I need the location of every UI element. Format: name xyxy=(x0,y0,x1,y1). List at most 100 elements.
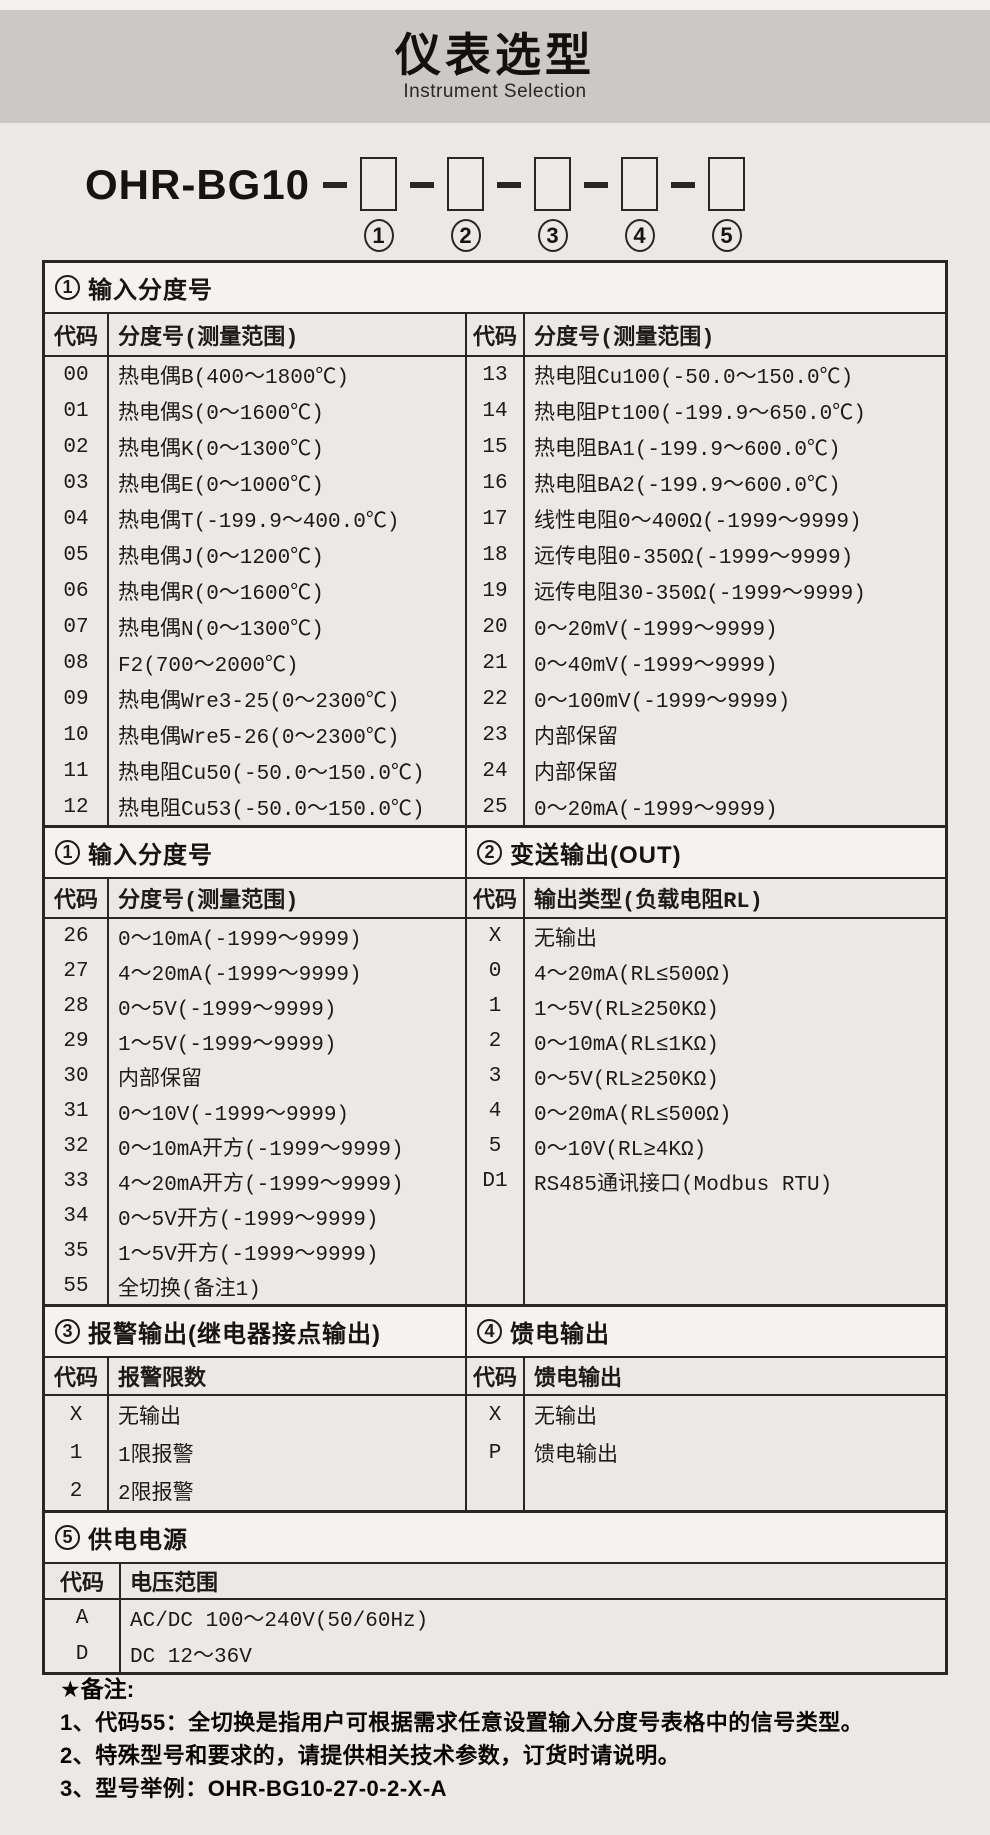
circled-5-icon: 5 xyxy=(55,1525,80,1550)
model-callout-number: 5 xyxy=(711,219,742,252)
selection-table: 1 输入分度号 代码 分度号(测量范围) 00 热电偶B(400～1800℃) … xyxy=(42,260,948,1675)
desc-cell: 热电偶B(400～1800℃) xyxy=(118,367,350,390)
table-row: 5 0～10V(RL≥4KΩ) xyxy=(467,1129,945,1164)
column-header-row: 代码 分度号(测量范围) xyxy=(45,314,465,357)
code-cell: 34 xyxy=(45,1199,109,1234)
code-column-header: 代码 xyxy=(45,314,109,355)
table-row: 11 热电阻Cu50(-50.0～150.0℃) xyxy=(45,753,465,789)
code-cell: 55 xyxy=(45,1269,109,1304)
desc-cell: 4～20mA(-1999～9999) xyxy=(118,963,362,987)
column-header-row: 代码 输出类型(负载电阻RL) xyxy=(467,879,945,919)
table-row: 12 热电阻Cu53(-50.0～150.0℃) xyxy=(45,789,465,825)
code-cell: 14 xyxy=(467,393,525,429)
code-cell: 23 xyxy=(467,717,525,753)
section-alarm-feed-header: 3 报警输出(继电器接点输出) 4 馈电输出 xyxy=(45,1304,945,1358)
model-slot: 4 xyxy=(621,157,659,252)
page-title: 仪表选型 xyxy=(395,28,595,81)
code-cell: 03 xyxy=(45,465,109,501)
model-slots: 1 2 3 4 5 xyxy=(310,157,746,252)
section-input-a-header: 1 输入分度号 xyxy=(45,263,945,314)
desc-column-header: 输出类型(负载电阻RL) xyxy=(534,889,763,914)
remark-item: 2、特殊型号和要求的，请提供相关技术参数，订货时请说明。 xyxy=(60,1743,681,1768)
code-cell: 16 xyxy=(467,465,525,501)
table-row: 25 0～20mA(-1999～9999) xyxy=(467,789,945,825)
circled-3-icon: 3 xyxy=(55,1319,80,1344)
code-cell: 31 xyxy=(45,1094,109,1129)
code-cell: 11 xyxy=(45,753,109,789)
table-row: 05 热电偶J(0～1200℃) xyxy=(45,537,465,573)
transmit-rows: X 无输出 0 4～20mA(RL≤500Ω) 1 1～5V(RL≥250KΩ) xyxy=(467,919,945,1199)
code-cell: X xyxy=(467,919,525,954)
table-row: 00 热电偶B(400～1800℃) xyxy=(45,357,465,393)
model-name: OHR-BG10 xyxy=(85,161,311,208)
code-cell: 2 xyxy=(45,1472,109,1510)
code-cell: 1 xyxy=(45,1434,109,1472)
remark-item: 1、代码55：全切换是指用户可根据需求任意设置输入分度号表格中的信号类型。 xyxy=(60,1710,864,1735)
code-cell: 3 xyxy=(467,1059,525,1094)
code-column-header: 代码 xyxy=(467,314,525,355)
desc-cell: 内部保留 xyxy=(118,1068,202,1092)
desc-cell: 4～20mA(RL≤500Ω) xyxy=(534,963,732,987)
column-header-row: 代码 报警限数 xyxy=(45,1358,465,1396)
code-cell: 30 xyxy=(45,1059,109,1094)
table-row: 1 1限报警 xyxy=(45,1434,465,1472)
desc-cell: 0～10mA(RL≤1KΩ) xyxy=(534,1033,719,1057)
table-row: 24 内部保留 xyxy=(467,753,945,789)
table-row: 1 1～5V(RL≥250KΩ) xyxy=(467,989,945,1024)
table-row: 0 4～20mA(RL≤500Ω) xyxy=(467,954,945,989)
desc-cell: 无输出 xyxy=(534,928,597,952)
table-row: 33 4～20mA开方(-1999～9999) xyxy=(45,1164,465,1199)
column-header-row: 代码 馈电输出 xyxy=(467,1358,945,1396)
dash-separator xyxy=(671,182,696,188)
table-row: 07 热电偶N(0～1300℃) xyxy=(45,609,465,645)
table-row: 32 0～10mA开方(-1999～9999) xyxy=(45,1129,465,1164)
table-row: 18 远传电阻0-350Ω(-1999～9999) xyxy=(467,537,945,573)
model-callout-number: 4 xyxy=(624,219,655,252)
code-column-header: 代码 xyxy=(467,879,525,917)
code-cell: 28 xyxy=(45,989,109,1024)
table-row: 27 4～20mA(-1999～9999) xyxy=(45,954,465,989)
remarks-list: 1、代码55：全切换是指用户可根据需求任意设置输入分度号表格中的信号类型。 2、… xyxy=(60,1706,960,1805)
model-code-box xyxy=(708,157,746,211)
table-row: 4 0～20mA(RL≤500Ω) xyxy=(467,1094,945,1129)
desc-cell: 无输出 xyxy=(118,1407,181,1430)
remarks-heading: ★备注: xyxy=(60,1676,135,1702)
desc-cell: 0～5V(RL≥250KΩ) xyxy=(534,1068,719,1092)
model-code-box xyxy=(447,157,485,211)
code-cell: 12 xyxy=(45,789,109,825)
desc-cell: 2限报警 xyxy=(118,1483,194,1506)
desc-column-header: 分度号(测量范围) xyxy=(118,889,299,914)
code-cell: 0 xyxy=(467,954,525,989)
table-row: 35 1～5V开方(-1999～9999) xyxy=(45,1234,465,1269)
feed-rows: X 无输出 P 馈电输出 xyxy=(467,1396,945,1472)
table-row: P 馈电输出 xyxy=(467,1434,945,1472)
desc-cell: 热电阻Pt100(-199.9～650.0℃) xyxy=(534,403,866,426)
desc-cell: 0～40mV(-1999～9999) xyxy=(534,655,778,678)
desc-cell: 0～20mV(-1999～9999) xyxy=(534,619,778,642)
code-cell: 09 xyxy=(45,681,109,717)
code-cell: 32 xyxy=(45,1129,109,1164)
code-cell: X xyxy=(467,1396,525,1434)
desc-cell: 热电偶T(-199.9～400.0℃) xyxy=(118,511,400,534)
code-cell: 5 xyxy=(467,1129,525,1164)
code-cell: 21 xyxy=(467,645,525,681)
model-slot: 1 xyxy=(360,157,398,252)
desc-cell: 热电阻BA2(-199.9～600.0℃) xyxy=(534,475,841,498)
code-cell: 01 xyxy=(45,393,109,429)
section-title: 供电电源 xyxy=(88,1527,188,1554)
column-header-row: 代码 电压范围 xyxy=(45,1564,945,1600)
dash-separator xyxy=(584,182,609,188)
code-cell: 26 xyxy=(45,919,109,954)
column-header-row: 代码 分度号(测量范围) xyxy=(45,879,465,919)
table-row: 23 内部保留 xyxy=(467,717,945,753)
model-slot: 5 xyxy=(708,157,746,252)
section-title: 馈电输出 xyxy=(510,1321,610,1348)
code-cell: 06 xyxy=(45,573,109,609)
desc-cell: 1～5V开方(-1999～9999) xyxy=(118,1243,379,1267)
table-row: 16 热电阻BA2(-199.9～600.0℃) xyxy=(467,465,945,501)
table-row: 13 热电阻Cu100(-50.0～150.0℃) xyxy=(467,357,945,393)
desc-cell: 热电偶Wre3-25(0～2300℃) xyxy=(118,691,400,714)
alarm-rows: X 无输出 1 1限报警 2 2限报警 xyxy=(45,1396,465,1510)
desc-cell: 0～5V开方(-1999～9999) xyxy=(118,1208,379,1232)
code-cell: 25 xyxy=(467,789,525,825)
